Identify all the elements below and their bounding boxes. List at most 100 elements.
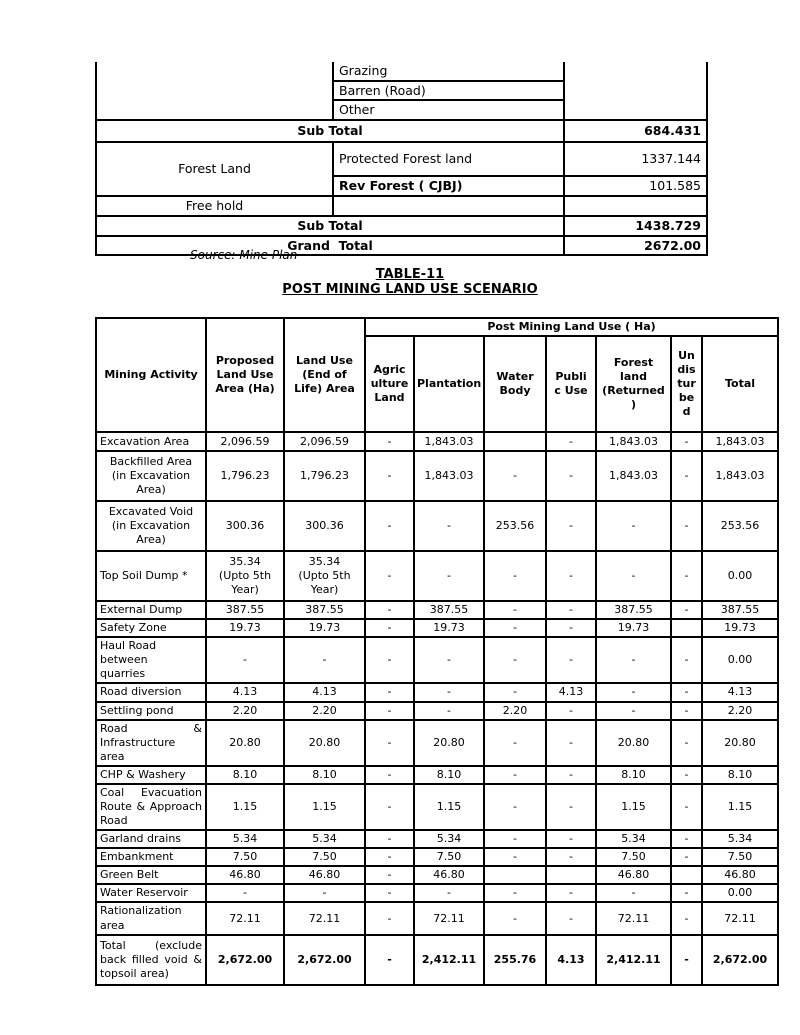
- value-cell: -: [413, 883, 485, 904]
- table-row: Grazing: [95, 62, 708, 121]
- value-cell: -: [364, 700, 415, 721]
- table11-title: TABLE-11 POST MINING LAND USE SCENARIO: [95, 267, 725, 297]
- value-cell: -: [595, 883, 672, 904]
- value-cell: 2.20: [483, 700, 547, 721]
- subcategory-cell: Grazing: [332, 62, 565, 82]
- value-cell: -: [670, 600, 703, 621]
- category-cell-empty: [95, 62, 334, 121]
- value-cell: -: [670, 901, 703, 936]
- value-cell: 7.50: [700, 847, 780, 868]
- value-cell: 5.34: [413, 829, 485, 850]
- value-cell: 1,843.03: [700, 431, 780, 453]
- activity-label: Embankment: [95, 847, 207, 868]
- value-cell: -: [670, 782, 703, 832]
- value-cell: 1,843.03: [413, 431, 485, 453]
- value-cell: -: [545, 636, 597, 685]
- value-cell: -: [483, 829, 547, 850]
- grandtotal-label: Grand Total: [95, 234, 565, 257]
- col-header-land-use-eol: Land Use (End of Life) Area: [283, 316, 366, 434]
- activity-label: Haul Road between quarries: [95, 636, 207, 685]
- value-cell: 300.36: [205, 500, 285, 553]
- value-cell: 4.13: [283, 682, 366, 703]
- col-header-total: Total: [700, 335, 780, 434]
- table-row: Excavated Void (in Excavation Area) 300.3…: [95, 500, 780, 553]
- value-cell: -: [364, 600, 415, 621]
- table-row: Grand Total 2672.00: [95, 234, 708, 257]
- header-row-sub: Agric ulture Land Plantation Water Body …: [96, 335, 780, 434]
- value-cell: -: [670, 764, 703, 785]
- value-cell: 19.73: [283, 618, 366, 639]
- subcategory-cell: Barren (Road): [332, 79, 565, 102]
- value-cell: -: [364, 829, 415, 850]
- subtotal-label: Sub Total: [95, 118, 565, 143]
- value-cell: [670, 865, 703, 886]
- col-header-plantation: Plantation: [413, 335, 485, 434]
- value-cell: -: [670, 847, 703, 868]
- subcategory-cell: Rev Forest ( CJBJ): [332, 174, 565, 197]
- table-row: Forest Land Protected Forest land 1337.1…: [95, 140, 708, 197]
- value-cell: -: [670, 431, 703, 453]
- value-cell: -: [483, 618, 547, 639]
- table-row: Coal Evacuation Route & Approach Road 1.1…: [95, 782, 780, 832]
- value-cell: 0.00: [700, 550, 780, 603]
- activity-label: Total (exclude back filled void & topsoi…: [95, 933, 207, 986]
- table-row: Haul Road between quarries - - - - - - - -0.00: [95, 636, 780, 685]
- value-cell: -: [483, 718, 547, 767]
- value-cell: -: [545, 550, 597, 603]
- value-cell: -: [364, 682, 415, 703]
- post-mining-land-use-table: Mining Activity Proposed Land Use Area (…: [95, 316, 780, 986]
- value-cell: 1,843.03: [413, 450, 485, 503]
- value-cell: 72.11: [700, 901, 780, 936]
- category-cell: Free hold: [95, 194, 334, 217]
- col-header-public-use: Publi c Use: [545, 335, 597, 434]
- value-cell: 4.13: [545, 933, 597, 986]
- value-cell: -: [364, 847, 415, 868]
- table-row: Garland drains 5.34 5.34-5.34- -5.34-5.34: [95, 829, 780, 850]
- value-cell: -: [364, 764, 415, 785]
- value-cell: 253.56: [483, 500, 547, 553]
- value-cell: [545, 865, 597, 886]
- value-cell: 8.10: [413, 764, 485, 785]
- value-cell: 72.11: [205, 901, 285, 936]
- value-cell: -: [205, 636, 285, 685]
- subtotal-value: 684.431: [563, 118, 708, 143]
- value-cell: -: [670, 718, 703, 767]
- value-cell: 1.15: [700, 782, 780, 832]
- value-cell: 7.50: [413, 847, 485, 868]
- value-cell: -: [364, 933, 415, 986]
- value-cell: 2.20: [205, 700, 285, 721]
- activity-label: Road & Infrastructure area: [95, 718, 207, 767]
- value-cell: -: [545, 764, 597, 785]
- activity-label: External Dump: [95, 600, 207, 621]
- value-cell-empty: [563, 62, 708, 121]
- activity-label: Road diversion: [95, 682, 207, 703]
- value-cell: 1.15: [595, 782, 672, 832]
- value-cell: 1,796.23: [205, 450, 285, 503]
- value-cell: 5.34: [283, 829, 366, 850]
- value-cell: 4.13: [205, 682, 285, 703]
- activity-label: Backfilled Area (in Excavation Area): [95, 450, 207, 503]
- value-cell: 35.34 (Upto 5th Year): [283, 550, 366, 603]
- value-cell: -: [483, 782, 547, 832]
- value-cell: -: [413, 636, 485, 685]
- subcategory-cell: Protected Forest land: [332, 140, 565, 177]
- value-cell: -: [670, 829, 703, 850]
- activity-label: Green Belt: [95, 865, 207, 886]
- value-cell: 5.34: [700, 829, 780, 850]
- value-cell: -: [595, 682, 672, 703]
- subtotal-label: Sub Total: [95, 214, 565, 237]
- table-row: CHP & Washery 8.10 8.10-8.10- -8.10-8.10: [95, 764, 780, 785]
- value-cell: 19.73: [700, 618, 780, 639]
- value-cell: 387.55: [283, 600, 366, 621]
- value-cell: -: [545, 829, 597, 850]
- value-cell: [483, 431, 547, 453]
- value-cell: 5.34: [205, 829, 285, 850]
- value-cell: 46.80: [700, 865, 780, 886]
- value-cell: 1,796.23: [283, 450, 366, 503]
- value-cell: -: [364, 883, 415, 904]
- value-cell: 2,096.59: [205, 431, 285, 453]
- value-cell: -: [413, 550, 485, 603]
- value-cell: -: [670, 550, 703, 603]
- value-cell: 1.15: [413, 782, 485, 832]
- value-cell: 2,672.00: [205, 933, 285, 986]
